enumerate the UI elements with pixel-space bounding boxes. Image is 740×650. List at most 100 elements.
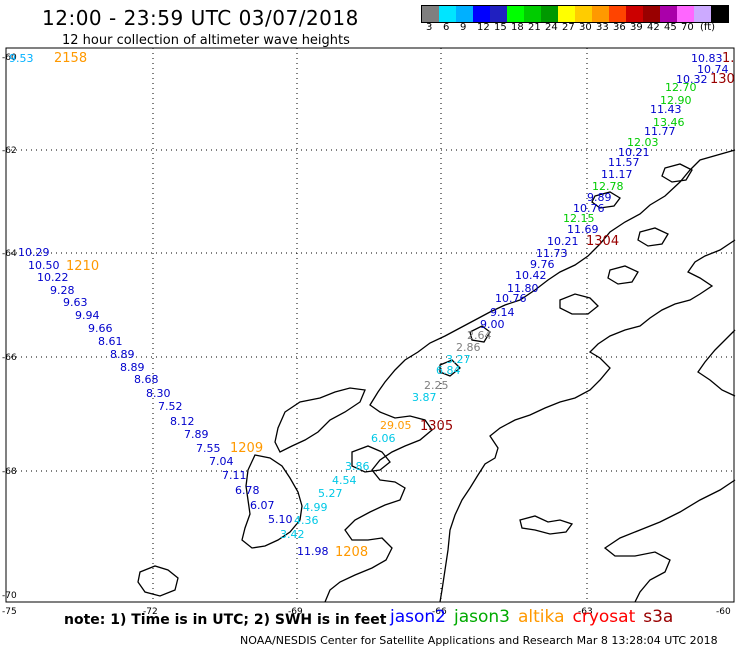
color-swatch [592, 6, 609, 22]
color-swatch [558, 6, 575, 22]
color-tick-label: 6 [443, 22, 450, 33]
satellite-legend-item: jason3 [454, 607, 510, 627]
satellite-legend: jason2 jason3 altika cryosat s3a [390, 607, 681, 627]
wave-height-point: 7.89 [184, 428, 209, 441]
wave-height-point: 7.55 [196, 442, 221, 455]
graticule [6, 48, 734, 602]
wave-height-point: 3.27 [446, 353, 471, 366]
wave-height-point: 29.05 [380, 419, 412, 432]
color-swatch [439, 6, 456, 22]
wave-height-point: 10.21 [618, 146, 650, 159]
color-tick-label: 33 [596, 22, 609, 33]
lat-label: -60 [2, 53, 17, 63]
color-swatch [643, 6, 660, 22]
wave-height-point: 2.64 [467, 329, 492, 342]
color-swatch [456, 6, 473, 22]
pass-time-label: 1. [722, 51, 734, 66]
color-tick-label: (ft) [700, 22, 716, 33]
wave-height-point: 10.42 [515, 269, 547, 282]
wave-height-point: 10.76 [495, 292, 527, 305]
color-swatch [524, 6, 541, 22]
wave-height-point: 3.86 [345, 460, 370, 473]
wave-height-point: 11.43 [650, 103, 682, 116]
color-tick-label: 3 [426, 22, 433, 33]
wave-height-point: 7.11 [222, 469, 247, 482]
wave-height-point: 3.87 [412, 391, 437, 404]
color-swatch [473, 6, 490, 22]
wave-height-point: 8.12 [170, 415, 195, 428]
color-tick-label: 12 [477, 22, 490, 33]
wave-height-point: 8.89 [120, 361, 145, 374]
color-tick-label: 18 [511, 22, 524, 33]
color-swatch [677, 6, 694, 22]
satellite-legend-item: cryosat [572, 607, 636, 627]
wave-height-point: 4.36 [294, 514, 319, 527]
wave-height-point: 10.32 [676, 73, 708, 86]
wave-height-point: 8.68 [134, 373, 159, 386]
color-swatch [507, 6, 524, 22]
wave-height-point: 9.28 [50, 284, 75, 297]
wave-height-point: 6.06 [371, 432, 396, 445]
wave-height-point: 10.83 [691, 52, 723, 65]
wave-height-point: 9.63 [63, 296, 88, 309]
color-tick-label: 21 [528, 22, 541, 33]
lat-label: -64 [2, 249, 17, 259]
color-tick-label: 70 [681, 22, 694, 33]
wave-height-point: 13.46 [653, 116, 685, 129]
wave-height-point: 11.17 [601, 168, 633, 181]
color-swatch [609, 6, 626, 22]
altimeter-tracks: 10.2910.5010.229.289.639.949.668.618.898… [18, 52, 729, 558]
color-tick-label: 24 [545, 22, 558, 33]
lat-label: -68 [2, 467, 17, 477]
wave-height-point: 12.78 [592, 180, 624, 193]
wave-height-point: 10.76 [573, 202, 605, 215]
pass-time-label: 1210 [66, 259, 99, 274]
wave-height-point: 3.42 [280, 528, 305, 541]
wave-height-point: 7.04 [209, 455, 234, 468]
wave-height-point: 2.25 [424, 379, 449, 392]
color-tick-label: 39 [630, 22, 643, 33]
lon-label: -60 [716, 607, 731, 617]
lon-label: -72 [143, 607, 158, 617]
wave-height-point: 10.22 [37, 271, 69, 284]
wave-height-point: 11.77 [644, 125, 676, 138]
color-swatch [626, 6, 643, 22]
pass-time-label: 2158 [54, 51, 87, 66]
page-subtitle: 12 hour collection of altimeter wave hei… [62, 33, 350, 48]
wave-height-point: 12.03 [627, 136, 659, 149]
footnote: note: 1) Time is in UTC; 2) SWH is in fe… [64, 612, 387, 628]
pass-time-label: 1305 [420, 419, 453, 434]
wave-height-point: 9.00 [480, 318, 505, 331]
coastline [137, 149, 736, 603]
wave-height-point: 8.30 [146, 387, 171, 400]
wave-height-point: 5.27 [318, 487, 343, 500]
lon-label: -66 [432, 607, 447, 617]
wave-height-point: 9.66 [88, 322, 113, 335]
wave-height-point: 9.89 [587, 191, 612, 204]
color-tick-label: 45 [664, 22, 677, 33]
pass-time-labels: 9.53 2158 1210 1209 1208 1304 1305 130 1. [9, 51, 735, 560]
color-swatch [490, 6, 507, 22]
color-tick-label: 36 [613, 22, 626, 33]
wave-height-point: 11.69 [567, 223, 599, 236]
color-tick-label: 15 [494, 22, 507, 33]
satellite-legend-item: jason2 [390, 607, 446, 627]
axis-labels: -60 -62 -64 -66 -68 -70 -75 -72 -69 -66 … [2, 53, 731, 617]
wave-height-point: 10.74 [697, 63, 729, 76]
wave-height-point: 11.73 [536, 247, 568, 260]
lat-label: -62 [2, 146, 17, 156]
credit-line: NOAA/NESDIS Center for Satellite Applica… [240, 634, 718, 647]
wave-height-point: 12.15 [563, 212, 595, 225]
color-swatch [575, 6, 592, 22]
lon-label: -75 [2, 607, 17, 617]
wave-height-point: 10.50 [28, 259, 60, 272]
wave-height-point: 8.89 [110, 348, 135, 361]
wave-height-point: 8.61 [98, 335, 123, 348]
color-swatch [711, 6, 728, 22]
wave-height-point: 11.57 [608, 156, 640, 169]
color-swatch [422, 6, 439, 22]
color-swatch [694, 6, 711, 22]
pass-time-label: 130 [710, 72, 735, 87]
lat-label: -66 [2, 353, 17, 363]
